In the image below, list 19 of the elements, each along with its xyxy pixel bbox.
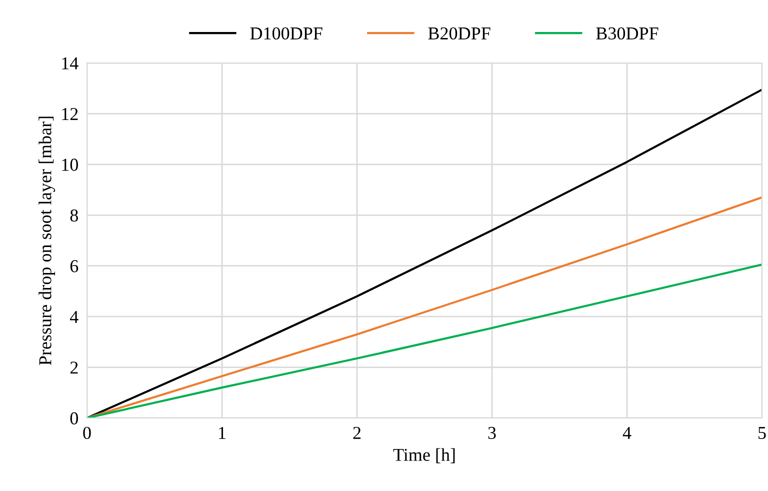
- x-tick-label: 2: [353, 426, 361, 439]
- x-tick-label: 0: [83, 426, 91, 440]
- y-tick-label: 4: [70, 310, 78, 323]
- legend-label: B20DPF: [428, 27, 490, 40]
- y-axis-title: Pressure drop on soot layer [mbar]: [38, 116, 56, 366]
- legend-label: D100DPF: [250, 27, 322, 40]
- y-tick-label: 14: [62, 57, 78, 70]
- y-tick-label: 10: [62, 158, 78, 171]
- legend-label: B30DPF: [596, 27, 658, 40]
- x-tick-label: 3: [488, 426, 496, 440]
- y-tick-label: 6: [70, 260, 78, 272]
- x-tick-label: 1: [219, 426, 226, 439]
- y-tick-label: 12: [62, 108, 78, 120]
- x-tick-label: 4: [622, 426, 632, 439]
- x-tick-label: 5: [758, 427, 766, 440]
- y-tick-label: 0: [70, 412, 78, 424]
- y-tick-label: 2: [70, 362, 78, 374]
- x-axis-title: Time [h]: [393, 448, 455, 464]
- y-tick-label: 8: [70, 209, 78, 222]
